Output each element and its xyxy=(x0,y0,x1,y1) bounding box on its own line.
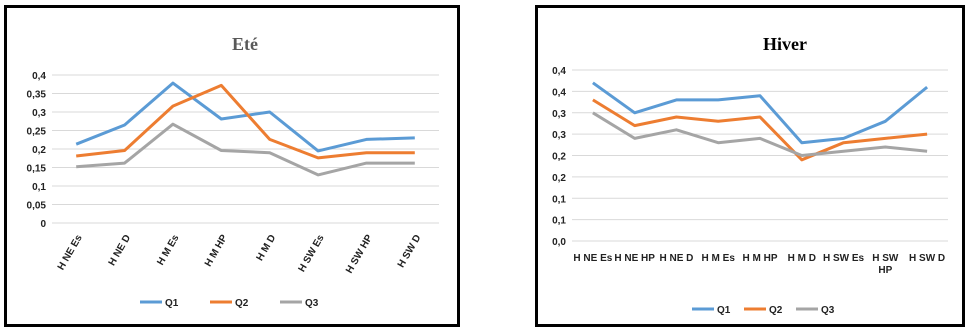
chart-title: Hiver xyxy=(763,34,807,54)
y-tick-label: 0,3 xyxy=(32,108,46,119)
y-tick-label: 0,4 xyxy=(552,87,566,98)
y-tick-label: 0,15 xyxy=(27,164,47,175)
y-tick-label: 0,2 xyxy=(32,145,46,156)
x-tick-label: H M D xyxy=(255,233,279,263)
x-tick-label: H SW D xyxy=(396,233,424,270)
x-tick-label: H NE D xyxy=(107,233,133,268)
legend-label-q2: Q2 xyxy=(235,298,249,309)
chart-panel-hiver: Hiver 0,0 0,1 0,1 0,2 0,2 0,3 0,3 0,4 0,4 H NE Es… xyxy=(535,5,965,327)
legend-label-q1: Q1 xyxy=(717,305,731,316)
y-tick-label: 0,2 xyxy=(552,173,566,184)
x-tick-label: H SW D xyxy=(909,253,945,264)
legend-label-q3: Q3 xyxy=(821,305,835,316)
x-tick-label: H SW Es xyxy=(297,233,327,274)
y-tick-label: 0,4 xyxy=(552,66,566,77)
x-tick-label: H SW Es xyxy=(823,253,865,264)
y-tick-label: 0 xyxy=(40,219,46,230)
x-tick-label: H NE Es xyxy=(56,233,85,273)
y-tick-label: 0,4 xyxy=(32,71,46,82)
x-tick-label: H M Es xyxy=(702,253,736,264)
series-line-q2 xyxy=(76,83,415,160)
series-line-q1 xyxy=(75,81,415,153)
series-line-q3 xyxy=(76,122,415,177)
chart-title: Eté xyxy=(232,34,258,54)
legend-label-q2: Q2 xyxy=(769,305,783,316)
y-tick-label: 0,35 xyxy=(27,90,47,101)
x-tick-label: H M HP xyxy=(203,233,230,269)
legend-label-q1: Q1 xyxy=(165,298,179,309)
x-tick-label: H NE HP xyxy=(614,253,655,264)
x-tick-label: H NE D xyxy=(659,253,693,264)
x-tick-label: H NE Es xyxy=(573,253,612,264)
x-tick-label: H M Es xyxy=(155,233,181,268)
x-tick-label: H SW HP xyxy=(872,253,899,276)
y-tick-label: 0,25 xyxy=(27,127,47,138)
chart-ete-svg: Eté 0 0,05 0,1 0,15 0,2 0,25 0,3 0,35 0,4 H NE Es… xyxy=(27,34,439,309)
x-tick-label: H M HP xyxy=(743,253,778,264)
y-tick-label: 0,3 xyxy=(552,109,566,120)
y-tick-label: 0,3 xyxy=(552,130,566,141)
chart-panel-ete: Eté 0 0,05 0,1 0,15 0,2 0,25 0,3 0,35 0,4 H NE Es… xyxy=(4,5,460,327)
chart-hiver-svg: Hiver 0,0 0,1 0,1 0,2 0,2 0,3 0,3 0,4 0,4 H NE Es… xyxy=(552,34,948,316)
y-tick-label: 0,05 xyxy=(27,201,47,212)
x-tick-label: H SW HP xyxy=(344,233,375,276)
y-tick-label: 0,1 xyxy=(552,194,566,205)
y-tick-label: 0,2 xyxy=(552,152,566,163)
y-tick-label: 0,0 xyxy=(552,237,566,248)
x-tick-label: H M D xyxy=(788,253,816,264)
y-tick-label: 0,1 xyxy=(552,216,566,227)
y-tick-label: 0,1 xyxy=(32,182,46,193)
legend-label-q3: Q3 xyxy=(305,298,319,309)
series-line-q3 xyxy=(592,111,928,157)
series-line-q2 xyxy=(592,98,928,162)
series-line-q1 xyxy=(592,81,929,145)
